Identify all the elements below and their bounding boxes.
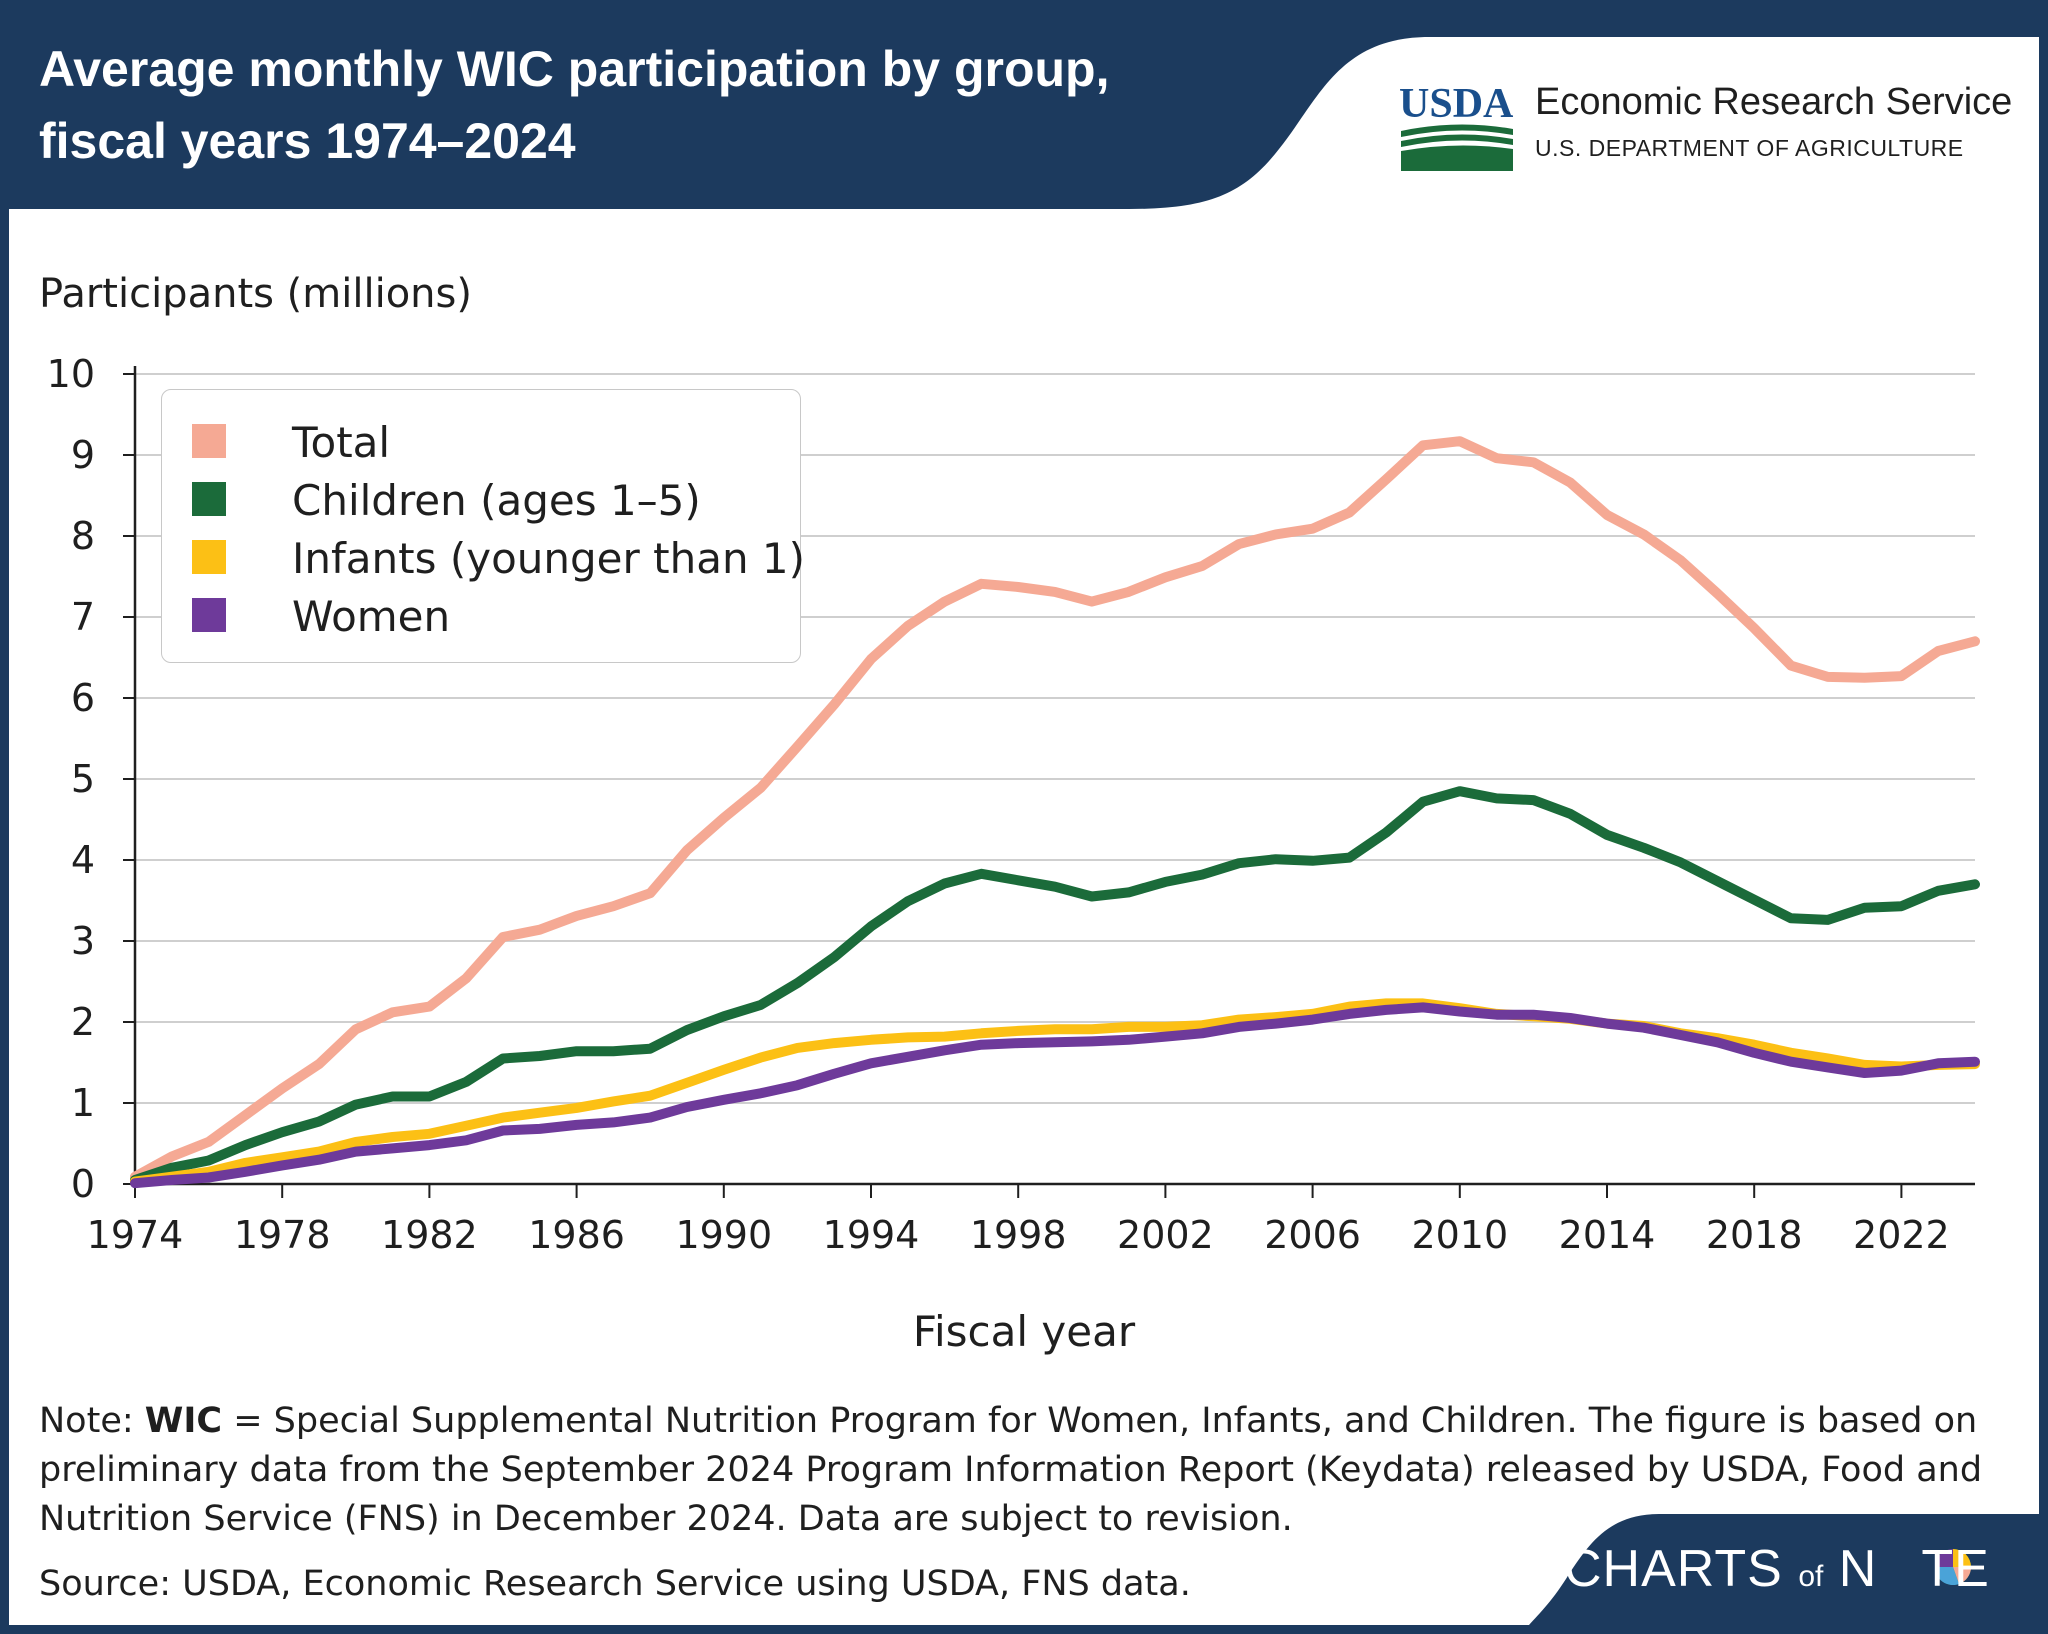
x-tick-label: 1982	[381, 1213, 478, 1257]
y-axis-title: Participants (millions)	[39, 271, 472, 317]
legend-swatch-women	[192, 598, 226, 632]
x-tick-label: 2022	[1853, 1213, 1950, 1257]
x-tick-label: 1990	[675, 1213, 772, 1257]
department-name: U.S. DEPARTMENT OF AGRICULTURE	[1535, 135, 1964, 161]
line-chart: 0 1 2 3 4 5 6 7 8 9 10 1974 1978 1982 1986 1990 1994 1998…	[47, 352, 1980, 1257]
chart-card: Average monthly WIC participation by gro…	[9, 9, 2039, 1625]
y-tick-label: 9	[71, 433, 95, 477]
legend-label-women: Women	[292, 592, 451, 641]
note-prefix: Note:	[39, 1401, 145, 1441]
brand-word-of: of	[1798, 1560, 1824, 1593]
x-axis-title: Fiscal year	[912, 1307, 1136, 1356]
tick-labels: 0 1 2 3 4 5 6 7 8 9 10 1974 1978 1982 1986 1990 1994 1998…	[47, 352, 1950, 1257]
series-line-children	[130, 786, 1980, 1185]
legend-swatch-children	[192, 482, 226, 516]
chart-title-line-2: fiscal years 1974–2024	[39, 113, 576, 169]
axes	[123, 366, 1975, 1198]
brand-word-n: N	[1838, 1540, 1878, 1598]
note-text: = Special Supplemental Nutrition Program…	[39, 1401, 1983, 1539]
usda-logo-hill-2	[1401, 134, 1513, 147]
series-line-total	[130, 436, 1980, 1182]
usda-logo-text: USDA	[1399, 81, 1514, 127]
brand-word-te: TE	[1921, 1540, 1990, 1598]
legend: Total Children (ages 1–5) Infants (young…	[161, 389, 805, 663]
note-abbreviation: WIC	[144, 1401, 223, 1441]
y-tick-label: 0	[71, 1162, 95, 1206]
series-line-women	[130, 1002, 1980, 1189]
x-tick-label: 1998	[970, 1213, 1067, 1257]
y-tick-label: 5	[71, 757, 95, 801]
x-tick-label: 1978	[234, 1213, 331, 1257]
usda-logo-field	[1401, 145, 1513, 171]
x-tick-label: 1974	[87, 1213, 184, 1257]
y-tick-label: 4	[71, 838, 95, 882]
brand-wordmark: CHARTS of N TE	[1564, 1539, 1990, 1599]
series-lines	[130, 436, 1980, 1189]
x-tick-label: 1986	[528, 1213, 625, 1257]
legend-label-infants: Infants (younger than 1)	[292, 534, 806, 583]
brand-pie-blue	[1935, 1567, 1959, 1586]
legend-label-total: Total	[292, 418, 391, 467]
x-tick-label: 1994	[823, 1213, 920, 1257]
x-tick-label: 2006	[1264, 1213, 1361, 1257]
y-tick-label: 3	[71, 919, 95, 963]
brand-word-charts: CHARTS	[1564, 1540, 1783, 1598]
y-tick-label: 10	[47, 352, 95, 396]
y-tick-label: 8	[71, 514, 95, 558]
x-tick-label: 2014	[1559, 1213, 1656, 1257]
x-tick-label: 2018	[1706, 1213, 1803, 1257]
brand-pie-yellow	[1953, 1549, 1971, 1567]
y-tick-label: 2	[71, 1000, 95, 1044]
legend-label-children: Children (ages 1–5)	[292, 476, 701, 525]
y-tick-label: 7	[71, 595, 95, 639]
brand-badge	[1529, 1514, 2039, 1625]
legend-swatch-infants	[192, 540, 226, 574]
y-tick-label: 1	[71, 1081, 95, 1125]
chart-source: Source: USDA, Economic Research Service …	[39, 1564, 1191, 1604]
header-shape	[9, 9, 2039, 209]
x-tick-label: 2002	[1117, 1213, 1214, 1257]
usda-logo: USDA	[1399, 81, 1514, 171]
header-band	[9, 9, 2039, 209]
chart-note: Note: WIC = Special Supplemental Nutriti…	[39, 1397, 1999, 1544]
usda-logo-hill-1	[1401, 124, 1513, 137]
brand-pie-purple	[1935, 1549, 1953, 1567]
legend-swatch-total	[192, 424, 226, 458]
brand-badge-shape	[1529, 1514, 2039, 1625]
y-tick-label: 6	[71, 676, 95, 720]
agency-name: Economic Research Service	[1535, 81, 2013, 123]
chart-title-line-1: Average monthly WIC participation by gro…	[39, 41, 1110, 97]
x-tick-label: 2010	[1411, 1213, 1508, 1257]
